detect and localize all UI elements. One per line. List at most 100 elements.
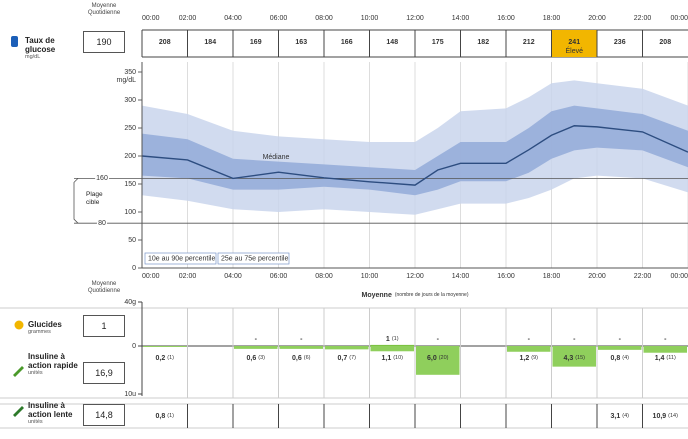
flag: Élevé [565, 46, 583, 55]
value-label: - [664, 336, 667, 343]
glucose-value: 163 [295, 39, 307, 46]
x-tick-label: 22:00 [634, 273, 652, 280]
subtitle-main: Moyenne [362, 292, 392, 299]
glucose-value: 148 [386, 39, 398, 46]
unit: mg/dL [25, 54, 41, 60]
glucose-value: 169 [250, 39, 262, 46]
value: - [437, 336, 440, 343]
value-label: 0,8 (1) [156, 413, 175, 420]
unit: unités [28, 370, 43, 376]
count: (10) [393, 355, 403, 361]
value: - [573, 336, 576, 343]
x-tick-label: 10:00 [361, 273, 379, 280]
bar [279, 346, 323, 349]
bar [507, 346, 551, 352]
daily-avg-header: Moyenne Quotidienne [87, 3, 121, 16]
y-axis-label: mg/dL [117, 77, 137, 84]
value-label: - [528, 336, 531, 343]
target-tick-label: 80 [98, 220, 106, 227]
hour-label: 22:00 [634, 15, 652, 22]
y-tick-label: 300 [124, 97, 136, 104]
bar [598, 346, 642, 350]
count: (7) [349, 355, 356, 361]
label: Insuline à action rapide [28, 352, 78, 370]
glucose-value: 175 [432, 39, 444, 46]
value-label: - [437, 336, 440, 343]
target-bracket [73, 178, 79, 224]
value: - [255, 336, 258, 343]
label: Glucides [28, 320, 62, 329]
hour-label: 14:00 [452, 15, 470, 22]
value: 10,9 [653, 413, 667, 420]
value: - [619, 336, 622, 343]
target-tick-label: 160 [96, 175, 108, 182]
y-tick-label: 0 [132, 265, 136, 272]
count: (1) [167, 413, 174, 419]
legend-label: 25e au 75e percentile [221, 255, 288, 262]
carbs-label: Glucides grammes [28, 320, 78, 336]
hour-label: 08:00 [315, 15, 333, 22]
bar [370, 344, 414, 346]
value: 4,3 [563, 355, 573, 362]
value: 0,6 [292, 355, 302, 362]
glucose-value: 184 [204, 39, 216, 46]
value-label: 0,8 (4) [611, 355, 630, 362]
x-tick-label: 16:00 [497, 273, 515, 280]
daily-avg: 16,9 [83, 362, 125, 384]
bar [416, 346, 460, 375]
glucose-value: 182 [477, 39, 489, 46]
count: (6) [304, 355, 311, 361]
value-label: 4,3 (15) [563, 355, 585, 362]
hour-label: 06:00 [270, 15, 288, 22]
value-label: 3,1 (4) [611, 413, 630, 420]
value-label: 10,9 (14) [653, 413, 679, 420]
value-label: 0,2 (1) [156, 355, 175, 362]
value: - [300, 336, 303, 343]
value: 1 [386, 336, 390, 343]
glucose-value: 212 [523, 39, 535, 46]
count: (15) [575, 355, 585, 361]
unit: grammes [28, 329, 51, 335]
value-label: - [573, 336, 576, 343]
bar [552, 346, 596, 367]
y-tick-label: 40g [124, 299, 136, 306]
hour-label: 00:00 [142, 15, 160, 22]
glucose-value: 208 [659, 39, 671, 46]
y-tick-label: 0 [132, 343, 136, 350]
hour-label: 10:00 [361, 15, 379, 22]
rapid-icon [13, 366, 24, 377]
value: 0,8 [156, 413, 166, 420]
x-tick-label: 06:00 [270, 273, 288, 280]
target-label: Plage cible [86, 191, 103, 206]
value: - [664, 336, 667, 343]
x-tick-label: 08:00 [315, 273, 333, 280]
value: 1,2 [520, 355, 530, 362]
glucose-label: Taux de glucose mg/dL [25, 36, 75, 61]
y2-tick-label: 10u [124, 391, 136, 398]
count: (14) [668, 413, 678, 419]
value-label: - [300, 336, 303, 343]
value: 0,2 [156, 355, 166, 362]
y-tick-label: 100 [124, 209, 136, 216]
x-tick-label: 18:00 [543, 273, 561, 280]
x-tick-label: 20:00 [588, 273, 606, 280]
subtitle-note: (nombre de jours de la moyenne) [395, 292, 469, 298]
value: 6,0 [427, 355, 437, 362]
value-label: - [619, 336, 622, 343]
hour-label: 16:00 [497, 15, 515, 22]
daily-avg: 14,8 [83, 404, 125, 426]
value-label: 1,2 (9) [520, 355, 539, 362]
count: (9) [531, 355, 538, 361]
value: 0,6 [247, 355, 257, 362]
value: 1,4 [655, 355, 665, 362]
bar [643, 346, 687, 353]
y-tick-label: 250 [124, 125, 136, 132]
bar [143, 346, 187, 347]
value-label: 1 (1) [386, 336, 399, 343]
hour-label: 00:00 [670, 15, 688, 22]
bar [234, 346, 278, 349]
label: Insuline à action lente [28, 401, 73, 419]
count: (20) [439, 355, 449, 361]
unit: unités [28, 419, 43, 425]
